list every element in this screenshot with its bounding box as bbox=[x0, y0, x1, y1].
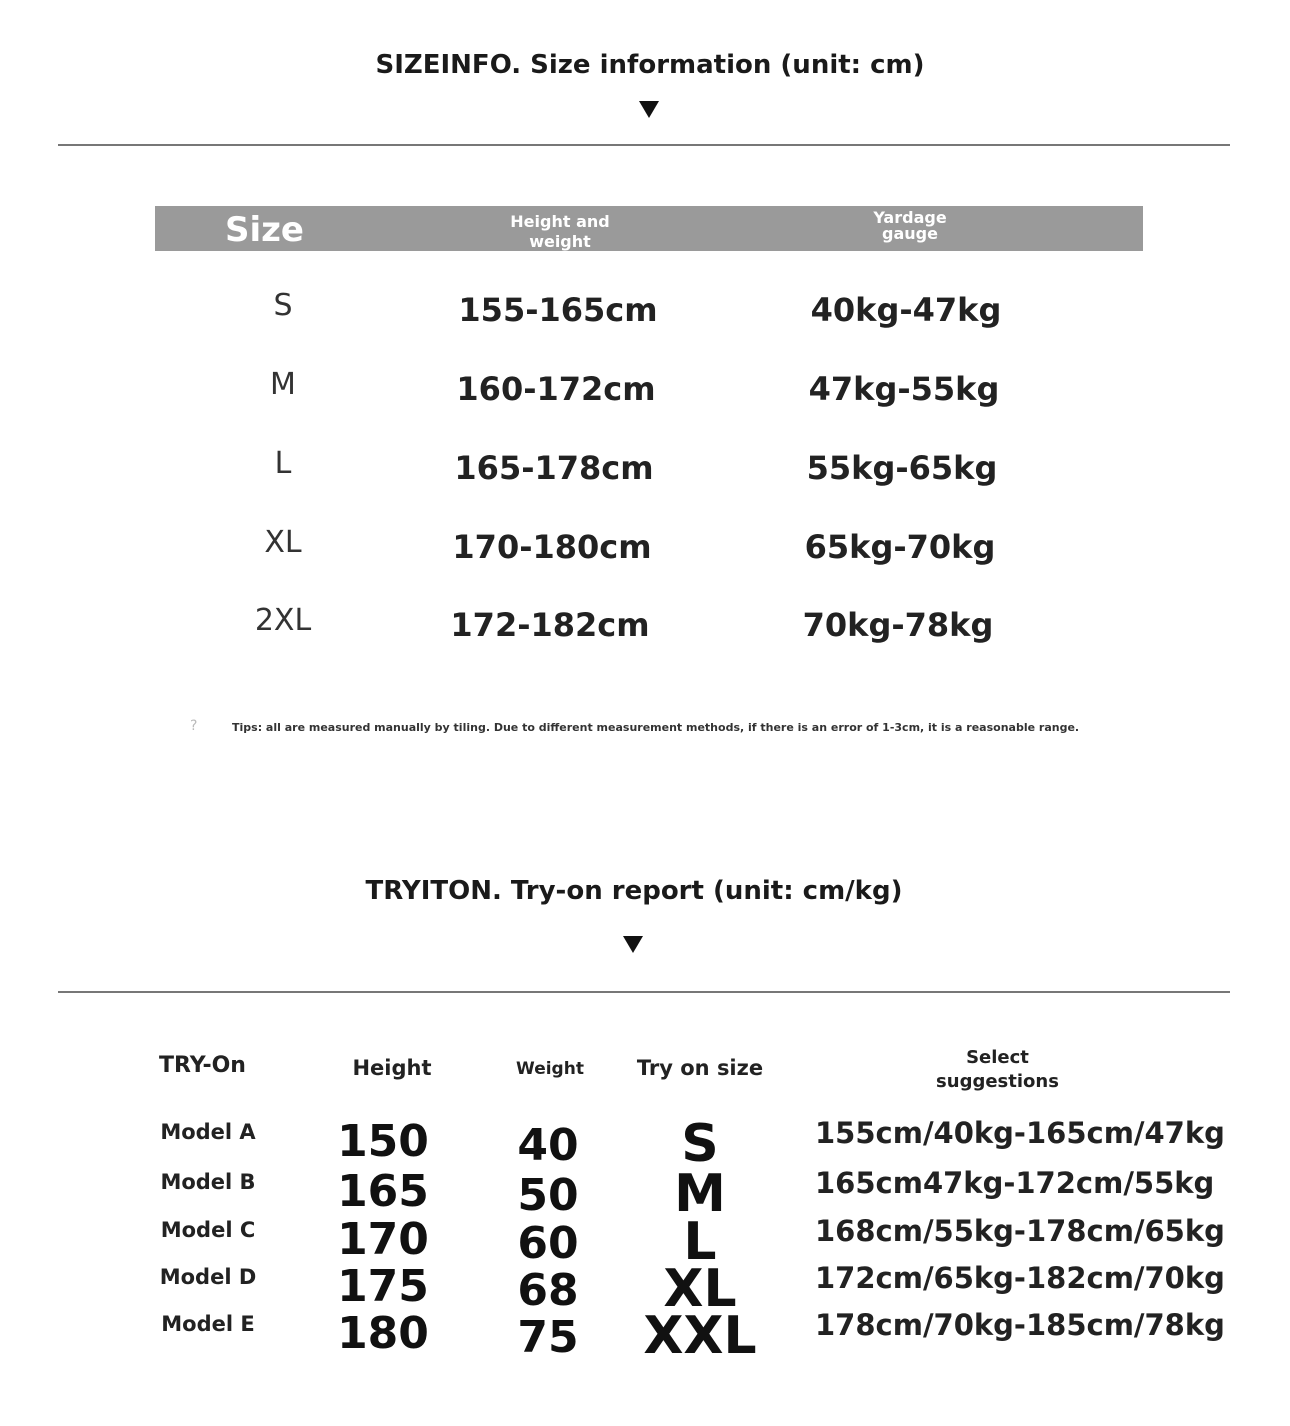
model-suggestion: 165cm47kg-172cm/55kg bbox=[815, 1166, 1215, 1200]
tip-icon: ? bbox=[190, 718, 198, 734]
divider bbox=[58, 991, 1230, 993]
model-name: Model C bbox=[160, 1218, 256, 1242]
model-try-size: S bbox=[681, 1114, 719, 1174]
header-size: Size bbox=[225, 210, 304, 250]
size-info-title: SIZEINFO. Size information (unit: cm) bbox=[375, 50, 925, 80]
down-triangle-icon bbox=[623, 936, 643, 953]
model-suggestion: 155cm/40kg-165cm/47kg bbox=[815, 1116, 1225, 1150]
model-try-size: XL bbox=[663, 1259, 737, 1319]
header-height-weight: Height and weight bbox=[510, 212, 610, 251]
weight-cell: 40kg-47kg bbox=[810, 291, 1002, 329]
height-cell: 170-180cm bbox=[452, 528, 652, 566]
size-table-header: Size Height and weight Yardage gauge bbox=[155, 206, 1143, 251]
model-try-size: XXL bbox=[643, 1306, 757, 1366]
header-weight: Weight bbox=[516, 1059, 584, 1079]
header-try-on-size: Try on size bbox=[636, 1056, 764, 1080]
model-height: 180 bbox=[337, 1308, 429, 1359]
model-name: Model B bbox=[160, 1170, 256, 1194]
height-cell: 165-178cm bbox=[454, 449, 654, 487]
model-height: 150 bbox=[337, 1116, 429, 1167]
model-weight: 68 bbox=[517, 1265, 579, 1316]
weight-cell: 47kg-55kg bbox=[808, 370, 1000, 408]
model-weight: 60 bbox=[517, 1218, 579, 1269]
size-cell: M bbox=[270, 367, 296, 402]
model-name: Model E bbox=[161, 1312, 255, 1336]
model-suggestion: 172cm/65kg-182cm/70kg bbox=[815, 1261, 1225, 1295]
try-on-title: TRYITON. Try-on report (unit: cm/kg) bbox=[365, 876, 903, 906]
model-weight: 40 bbox=[517, 1120, 579, 1171]
model-suggestion: 168cm/55kg-178cm/65kg bbox=[815, 1214, 1225, 1248]
header-select-suggestions: Select suggestions bbox=[936, 1047, 1059, 1092]
weight-cell: 55kg-65kg bbox=[806, 449, 998, 487]
divider bbox=[58, 144, 1230, 146]
header-height: Height bbox=[352, 1056, 432, 1080]
down-triangle-icon bbox=[639, 101, 659, 118]
weight-cell: 70kg-78kg bbox=[802, 606, 994, 644]
size-cell: L bbox=[274, 446, 292, 481]
size-cell: 2XL bbox=[254, 603, 312, 638]
model-height: 170 bbox=[337, 1214, 429, 1265]
header-yardage: Yardage gauge bbox=[873, 208, 947, 243]
model-name: Model A bbox=[160, 1120, 256, 1144]
model-height: 165 bbox=[337, 1166, 429, 1217]
size-cell: XL bbox=[264, 525, 302, 560]
height-cell: 155-165cm bbox=[458, 291, 658, 329]
model-weight: 75 bbox=[517, 1312, 579, 1363]
model-suggestion: 178cm/70kg-185cm/78kg bbox=[815, 1308, 1225, 1342]
weight-cell: 65kg-70kg bbox=[804, 528, 996, 566]
model-name: Model D bbox=[159, 1265, 257, 1289]
size-cell: S bbox=[273, 288, 293, 323]
height-cell: 172-182cm bbox=[450, 606, 650, 644]
model-height: 175 bbox=[337, 1261, 429, 1312]
model-weight: 50 bbox=[517, 1170, 579, 1221]
model-try-size: L bbox=[683, 1212, 717, 1272]
model-try-size: M bbox=[674, 1164, 726, 1224]
height-cell: 160-172cm bbox=[456, 370, 656, 408]
tips-text: Tips: all are measured manually by tilin… bbox=[232, 721, 1080, 734]
header-try-on: TRY-On bbox=[159, 1053, 246, 1078]
